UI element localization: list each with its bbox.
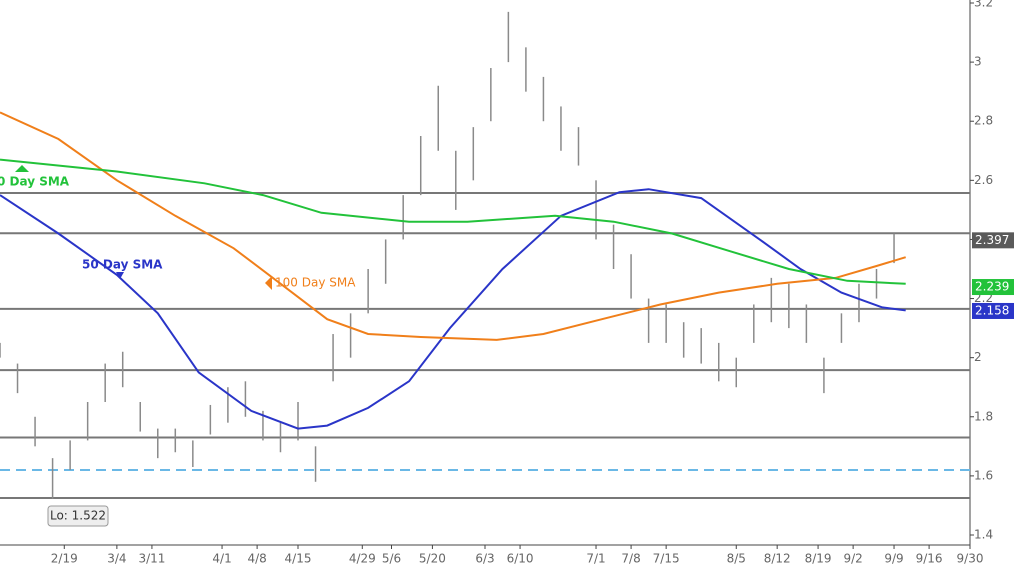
x-tick-label: 3/11 (138, 552, 165, 566)
x-tick-label: 7/1 (586, 552, 605, 566)
sma-line (0, 158, 906, 285)
x-tick-label: 9/9 (884, 552, 903, 566)
x-tick-label: 9/2 (843, 552, 862, 566)
y-tick-label: 1.4 (974, 528, 993, 542)
sma-marker (15, 165, 29, 172)
plot (0, 11, 970, 500)
x-tick-label: 4/15 (285, 552, 312, 566)
x-tick-label: 7/8 (621, 552, 640, 566)
x-tick-label: 5/20 (419, 552, 446, 566)
x-tick-label: 7/15 (653, 552, 680, 566)
last-value-label: 2.397 (975, 233, 1009, 247)
y-tick-label: 1.6 (974, 468, 993, 482)
sma-label: 100 Day SMA (275, 276, 356, 290)
x-tick-label: 8/5 (727, 552, 746, 566)
sma-line (0, 111, 906, 341)
x-tick-label: 4/8 (247, 552, 266, 566)
y-tick-label: 1.8 (974, 409, 993, 423)
low-box (47, 505, 109, 527)
y-tick-label: 3 (974, 55, 982, 69)
sma-marker (116, 272, 124, 279)
x-tick-label: 6/10 (507, 552, 534, 566)
y-tick-label: 2.8 (974, 114, 993, 128)
y-tick-label: 2.6 (974, 173, 993, 187)
last-value-badge (972, 232, 1014, 249)
x-tick-label: 8/19 (805, 552, 832, 566)
sma-label: 50 Day SMA (82, 258, 163, 272)
x-tick-label: 9/16 (916, 552, 943, 566)
sma-label: 0 Day SMA (0, 175, 70, 189)
x-tick-label: 8/12 (764, 552, 791, 566)
x-tick-label: 3/4 (107, 552, 126, 566)
x-tick-label: 6/3 (475, 552, 494, 566)
sma-marker (265, 276, 272, 290)
y-tick-label: 3.2 (974, 0, 993, 10)
last-value-badge (972, 302, 1014, 319)
x-tick-label: 5/6 (382, 552, 401, 566)
x-tick-label: 4/29 (349, 552, 376, 566)
y-tick-label: 2 (974, 350, 982, 364)
x-tick-label: 9/30 (957, 552, 984, 566)
last-value-badge (972, 279, 1014, 296)
sma-line (0, 188, 906, 430)
x-tick-label: 4/1 (212, 552, 231, 566)
x-tick-label: 2/19 (51, 552, 78, 566)
last-value-label: 2.239 (975, 280, 1009, 294)
low-annotation: Lo: 1.522 (50, 509, 106, 523)
last-value-label: 2.158 (975, 303, 1009, 317)
